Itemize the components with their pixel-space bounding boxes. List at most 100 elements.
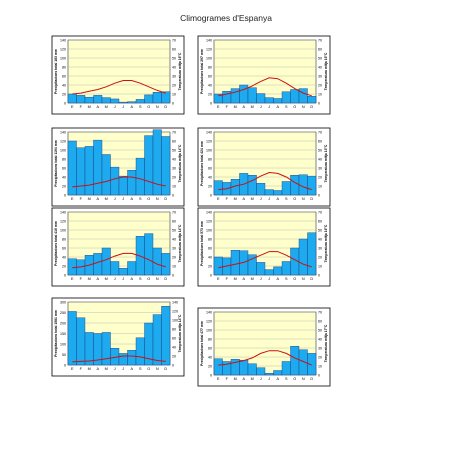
y-axis-label: Precipitacions total 416 mm bbox=[54, 221, 58, 266]
y-tick-label: 80 bbox=[208, 158, 212, 162]
y-axis-label: Precipitacions total 477 mm bbox=[200, 321, 204, 366]
x-tick-label: M bbox=[88, 105, 91, 109]
x-tick-label: S bbox=[285, 197, 288, 201]
x-tick-label: J bbox=[268, 105, 270, 109]
y-tick-label: 60 bbox=[62, 75, 66, 79]
y2-axis-label: Temperatura mitja 15°C bbox=[324, 52, 328, 90]
x-tick-label: J bbox=[268, 377, 270, 381]
y-tick-label: 0 bbox=[210, 102, 212, 106]
x-tick-label: O bbox=[147, 197, 150, 201]
x-tick-label: F bbox=[80, 197, 83, 201]
y-tick-label: 200 bbox=[60, 322, 66, 326]
y2-tick-label: 60 bbox=[172, 48, 176, 52]
y-tick-label: 140 bbox=[60, 131, 66, 135]
x-tick-label: N bbox=[302, 105, 305, 109]
x-tick-label: M bbox=[234, 105, 237, 109]
x-tick-label: F bbox=[226, 197, 229, 201]
x-tick-label: O bbox=[147, 367, 150, 371]
precipitation-bar bbox=[256, 262, 266, 276]
precipitation-bar bbox=[84, 332, 94, 366]
x-tick-label: A bbox=[242, 277, 245, 281]
x-tick-label: M bbox=[105, 367, 108, 371]
precipitation-bar bbox=[307, 175, 317, 196]
precipitation-bar bbox=[247, 174, 257, 196]
y2-tick-label: 40 bbox=[318, 158, 322, 162]
y2-axis-label: Temperatura mitja 14°C bbox=[178, 144, 182, 182]
precipitation-bar bbox=[110, 98, 120, 104]
y2-tick-label: 0 bbox=[318, 274, 320, 278]
x-tick-label: M bbox=[105, 105, 108, 109]
x-tick-label: E bbox=[217, 197, 220, 201]
climograph-6: 0 20 40 60 80 100 120 140 0 10 20 30 40 50 60 70 E F M A M J J… bbox=[197, 207, 331, 287]
x-tick-label: J bbox=[260, 105, 262, 109]
climograph-7: 0 50 100 150 200 250 300 0 20 40 60 80 100 120 140 E F M A… bbox=[51, 297, 185, 377]
precipitation-bar bbox=[161, 306, 171, 366]
x-tick-label: E bbox=[217, 277, 220, 281]
x-tick-label: M bbox=[234, 377, 237, 381]
y2-tick-label: 10 bbox=[172, 93, 176, 97]
x-tick-label: A bbox=[130, 197, 133, 201]
x-tick-label: M bbox=[88, 367, 91, 371]
x-tick-label: S bbox=[285, 377, 288, 381]
y2-tick-label: 10 bbox=[318, 365, 322, 369]
precipitation-bar bbox=[281, 181, 291, 196]
x-tick-label: J bbox=[122, 105, 124, 109]
x-tick-label: M bbox=[251, 377, 254, 381]
precipitation-bar bbox=[290, 174, 300, 196]
x-tick-label: D bbox=[164, 367, 167, 371]
y2-tick-label: 0 bbox=[318, 102, 320, 106]
y-tick-label: 20 bbox=[208, 93, 212, 97]
x-tick-label: D bbox=[310, 197, 313, 201]
y-tick-label: 120 bbox=[206, 140, 212, 144]
precipitation-bar bbox=[101, 247, 111, 276]
y2-tick-label: 60 bbox=[172, 337, 176, 341]
precipitation-bar bbox=[93, 95, 103, 104]
y-tick-label: 60 bbox=[208, 167, 212, 171]
y2-tick-label: 70 bbox=[172, 39, 176, 43]
y-tick-label: 140 bbox=[206, 39, 212, 43]
precipitation-bar bbox=[298, 88, 308, 104]
x-tick-label: A bbox=[242, 377, 245, 381]
y-tick-label: 40 bbox=[208, 84, 212, 88]
x-tick-label: S bbox=[139, 277, 142, 281]
y2-tick-label: 50 bbox=[172, 229, 176, 233]
precipitation-bar bbox=[213, 180, 223, 196]
precipitation-bar bbox=[110, 166, 120, 196]
precipitation-bar bbox=[256, 93, 266, 104]
precipitation-bar bbox=[127, 350, 137, 366]
y2-tick-label: 10 bbox=[318, 265, 322, 269]
precipitation-bar bbox=[152, 314, 162, 366]
precipitation-bar bbox=[281, 91, 291, 104]
x-tick-label: E bbox=[217, 377, 220, 381]
y-axis-label: Precipitacions total 1581 mm bbox=[54, 310, 58, 357]
y2-tick-label: 60 bbox=[172, 220, 176, 224]
y-tick-label: 40 bbox=[208, 176, 212, 180]
temperature-line bbox=[72, 252, 166, 269]
y-axis-label: Precipitacions total 424 mm bbox=[200, 141, 204, 186]
precipitation-bar bbox=[101, 332, 111, 366]
x-tick-label: M bbox=[251, 277, 254, 281]
precipitation-bar bbox=[161, 136, 171, 196]
x-tick-label: O bbox=[293, 277, 296, 281]
y2-axis-label: Temperatura mitja 17°C bbox=[324, 324, 328, 362]
precipitation-bar bbox=[84, 96, 94, 104]
precipitation-bar bbox=[230, 250, 240, 276]
x-tick-label: M bbox=[105, 197, 108, 201]
y-tick-label: 140 bbox=[206, 311, 212, 315]
y2-tick-label: 50 bbox=[318, 329, 322, 333]
y-axis-label: Precipitacions total 1194 mm bbox=[54, 140, 58, 187]
x-tick-label: N bbox=[302, 197, 305, 201]
precipitation-bar bbox=[144, 94, 154, 104]
y-tick-label: 100 bbox=[206, 329, 212, 333]
y-tick-label: 100 bbox=[206, 149, 212, 153]
y2-tick-label: 10 bbox=[172, 185, 176, 189]
x-tick-label: A bbox=[276, 277, 279, 281]
y2-tick-label: 70 bbox=[172, 131, 176, 135]
y2-tick-label: 40 bbox=[318, 66, 322, 70]
precipitation-bar bbox=[247, 87, 257, 104]
y-tick-label: 60 bbox=[208, 75, 212, 79]
y-tick-label: 120 bbox=[206, 320, 212, 324]
y-tick-label: 20 bbox=[62, 265, 66, 269]
y2-tick-label: 20 bbox=[318, 176, 322, 180]
precipitation-bar bbox=[290, 346, 300, 376]
